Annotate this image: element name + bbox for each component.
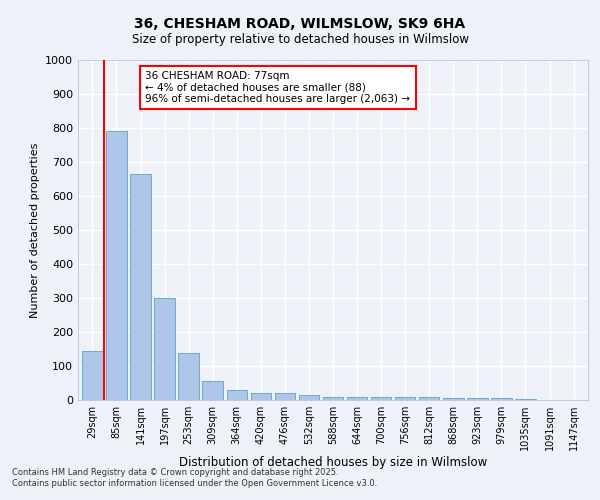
Bar — [275, 393, 295, 400]
Text: Contains HM Land Registry data © Crown copyright and database right 2025.
Contai: Contains HM Land Registry data © Crown c… — [12, 468, 377, 487]
Bar — [82, 350, 103, 400]
Bar — [467, 398, 488, 400]
Text: 36, CHESHAM ROAD, WILMSLOW, SK9 6HA: 36, CHESHAM ROAD, WILMSLOW, SK9 6HA — [134, 18, 466, 32]
Bar — [202, 382, 223, 400]
Bar — [395, 396, 415, 400]
Bar — [154, 298, 175, 400]
Bar — [371, 396, 391, 400]
Bar — [491, 398, 512, 400]
Bar — [515, 399, 536, 400]
Bar — [251, 393, 271, 400]
Bar — [178, 353, 199, 400]
Bar — [227, 390, 247, 400]
Bar — [130, 174, 151, 400]
Bar — [323, 396, 343, 400]
Bar — [419, 398, 439, 400]
Bar — [443, 398, 464, 400]
Text: Size of property relative to detached houses in Wilmslow: Size of property relative to detached ho… — [131, 32, 469, 46]
Bar — [299, 395, 319, 400]
X-axis label: Distribution of detached houses by size in Wilmslow: Distribution of detached houses by size … — [179, 456, 487, 469]
Bar — [106, 132, 127, 400]
Text: 36 CHESHAM ROAD: 77sqm
← 4% of detached houses are smaller (88)
96% of semi-deta: 36 CHESHAM ROAD: 77sqm ← 4% of detached … — [145, 71, 410, 104]
Y-axis label: Number of detached properties: Number of detached properties — [29, 142, 40, 318]
Bar — [347, 396, 367, 400]
